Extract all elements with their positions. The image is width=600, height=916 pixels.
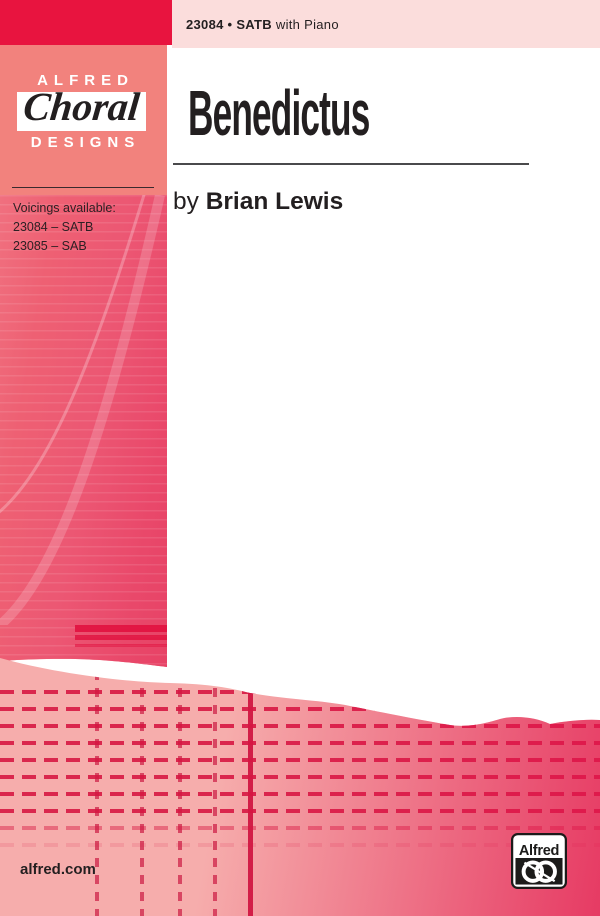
svg-text:Alfred: Alfred	[519, 843, 559, 859]
